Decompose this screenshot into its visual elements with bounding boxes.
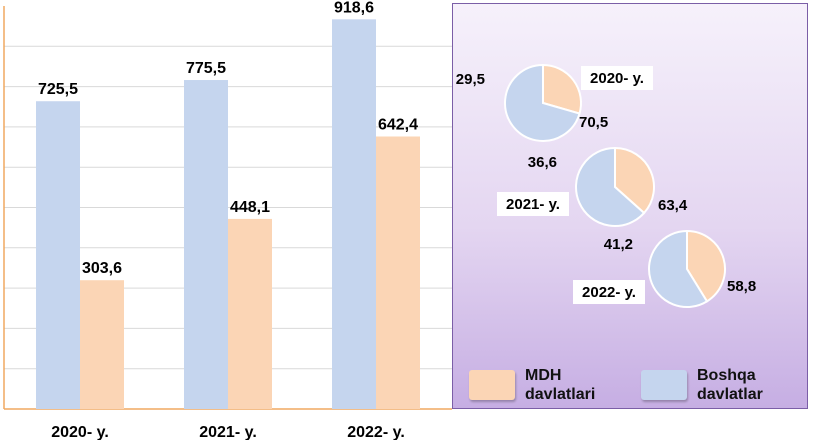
pie-slice [575, 146, 646, 227]
bar [80, 280, 124, 409]
pie-year-box [581, 66, 653, 90]
data-label: 775,5 [186, 60, 226, 77]
pie-slice [504, 63, 581, 142]
legend-label-boshqa: Boshqa davlatlar [697, 366, 763, 404]
pie-year-label: 2021- y. [506, 196, 560, 213]
pie-slice [542, 63, 582, 115]
data-label: 918,6 [334, 0, 374, 16]
bar [332, 19, 376, 409]
pie-slice-label: 63,4 [658, 197, 688, 214]
legend-label-boshqa-line1: Boshqa [697, 367, 756, 384]
data-label: 725,5 [38, 81, 78, 98]
pie-slice-label: 36,6 [528, 154, 557, 171]
pie-charts: 29,5 70,5 2020- y. 36,6 63,4 2021- y. 41,2 58,8… [456, 63, 756, 308]
x-tick-label: 2022- y. [347, 424, 405, 440]
pie-slice [614, 146, 655, 215]
data-label: 303,6 [82, 260, 122, 277]
pie-panel: 29,5 70,5 2020- y. 36,6 63,4 2021- y. 41,2 58,8… [452, 3, 808, 409]
bar [184, 80, 228, 410]
pie-year-label: 2020- y. [590, 70, 644, 87]
x-tick-label: 2020- y. [51, 424, 109, 440]
legend-label-mdh-line2: davlatlari [525, 386, 596, 403]
x-tick-label: 2021- y. [199, 424, 257, 440]
bar-chart: 725,5 303,6 2020- y. 775,5 448,1 2021- y. 918,… [3, 0, 452, 440]
data-label: 448,1 [230, 199, 270, 216]
legend-label-mdh-line1: MDH [525, 367, 562, 384]
legend-swatch-mdh [469, 370, 515, 400]
data-label: 642,4 [378, 116, 418, 133]
pie-year-box [573, 280, 645, 304]
legend-item-boshqa: Boshqa davlatlar [641, 366, 763, 404]
pie-slice-label: 41,2 [604, 236, 633, 253]
pie-slice-label: 70,5 [579, 114, 608, 131]
bar [376, 136, 420, 409]
bar [228, 218, 272, 409]
bar [36, 101, 80, 409]
pie-year-box [497, 192, 569, 216]
pie-year-label: 2022- y. [582, 284, 636, 301]
legend-swatch-boshqa [641, 370, 687, 400]
legend-label-boshqa-line2: davlatlar [697, 386, 763, 403]
pie-slice-label: 58,8 [727, 278, 756, 295]
legend-item-mdh: MDH davlatlari [469, 366, 595, 404]
legend-label-mdh: MDH davlatlari [525, 366, 595, 404]
pie-slice [648, 229, 709, 308]
pie-slice-label: 29,5 [456, 71, 485, 88]
